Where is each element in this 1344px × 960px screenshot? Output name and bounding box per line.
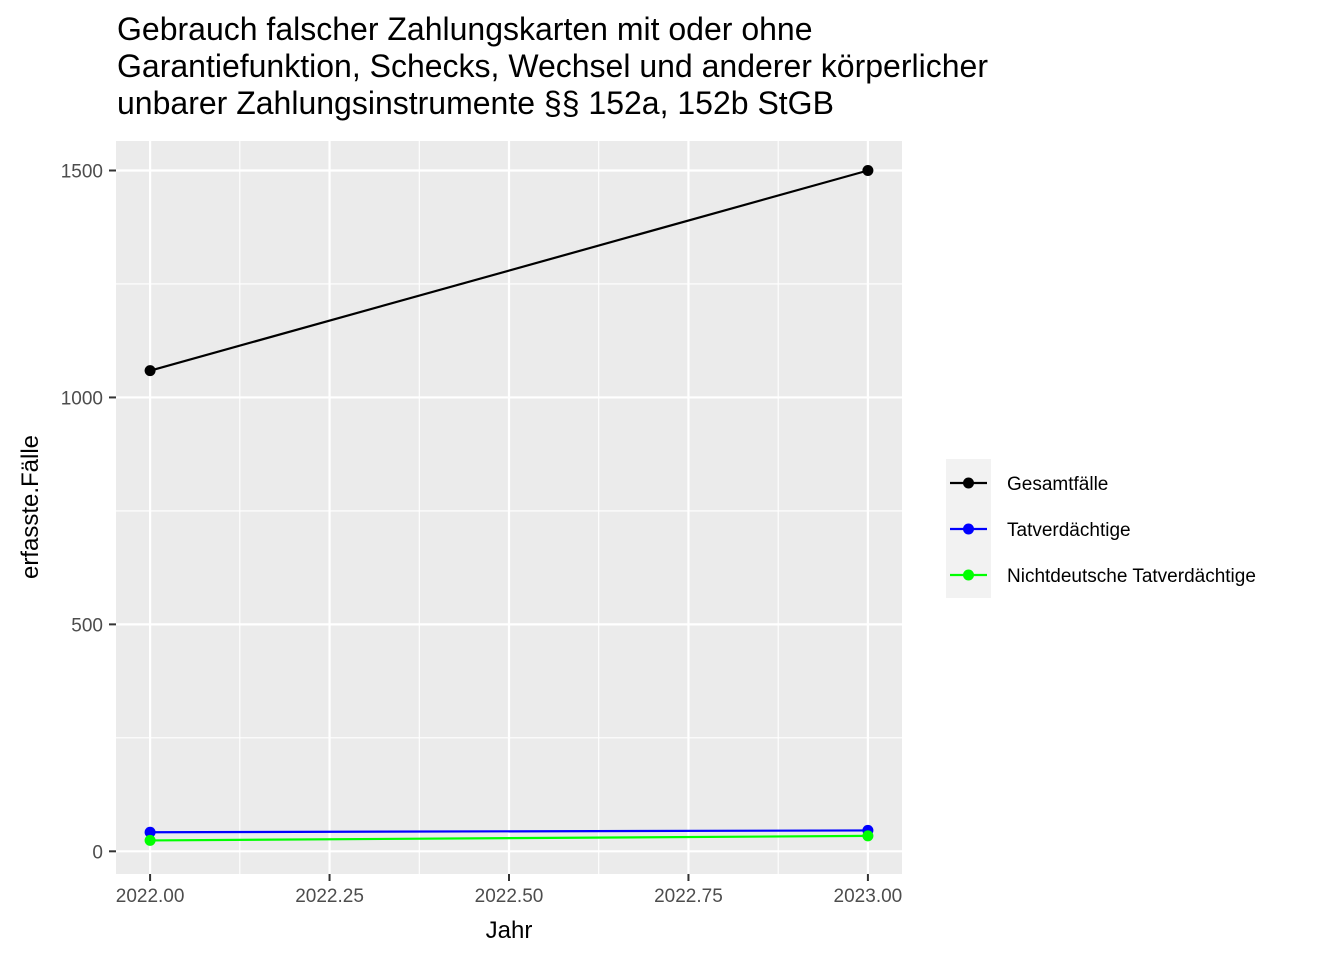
y-axis: 0 500 1000 1500 [61,162,116,863]
data-point-gesamtf-lle [862,165,874,177]
legend: Gesamtfälle Tatverdächtige Nichtdeutsche T… [946,459,1256,598]
chart-title-line-3: unbarer Zahlungsinstrumente §§ 152a, 152… [117,85,834,121]
data-point-tatverd-chtige [144,826,156,838]
legend-label-nichtdeutsche-tatverd-chtige: Nichtdeutsche Tatverdächtige [1007,566,1256,587]
legend-label-tatverd-chtige: Tatverdächtige [1007,520,1131,541]
chart-title-line-2: Garantiefunktion, Schecks, Wechsel und a… [117,48,988,84]
y-tick-label: 1000 [61,388,103,409]
series-line-nichtdeutsche-tatverd-chtige [150,834,868,842]
series-line-gesamtf-lle [149,169,869,372]
x-tick-label: 2022.25 [295,886,364,907]
y-tick-label: 0 [92,842,103,863]
series-layer [144,165,874,846]
x-tick-label: 2022.75 [654,886,723,907]
x-tick-label: 2022.50 [475,886,544,907]
legend-label-gesamtf-lle: Gesamtfälle [1007,474,1108,495]
data-point-nichtdeutsche-tatverd-chtige [862,830,874,842]
major-gridlines [116,141,902,874]
data-point-nichtdeutsche-tatverd-chtige [144,834,156,846]
x-axis: 2022.00 2022.25 2022.50 2022.75 2023.00 [116,874,902,907]
y-axis-title: erfasste.Fälle [17,435,44,579]
series-line-tatverd-chtige [150,829,868,834]
data-point-gesamtf-lle [144,365,156,377]
legend-key-point-nichtdeutsche-tatverd-chtige [963,569,974,581]
chart-title: Gebrauch falscher Zahlungskarten mit ode… [117,11,988,121]
x-axis-title: Jahr [486,917,533,944]
y-tick-label: 500 [71,615,103,636]
x-tick-label: 2023.00 [834,886,903,907]
x-tick-label: 2022.00 [116,886,185,907]
y-tick-label: 1500 [61,162,103,183]
chart-title-line-1: Gebrauch falscher Zahlungskarten mit ode… [117,11,813,47]
legend-key-point-tatverd-chtige [963,523,974,535]
legend-key-point-gesamtf-lle [963,477,974,489]
